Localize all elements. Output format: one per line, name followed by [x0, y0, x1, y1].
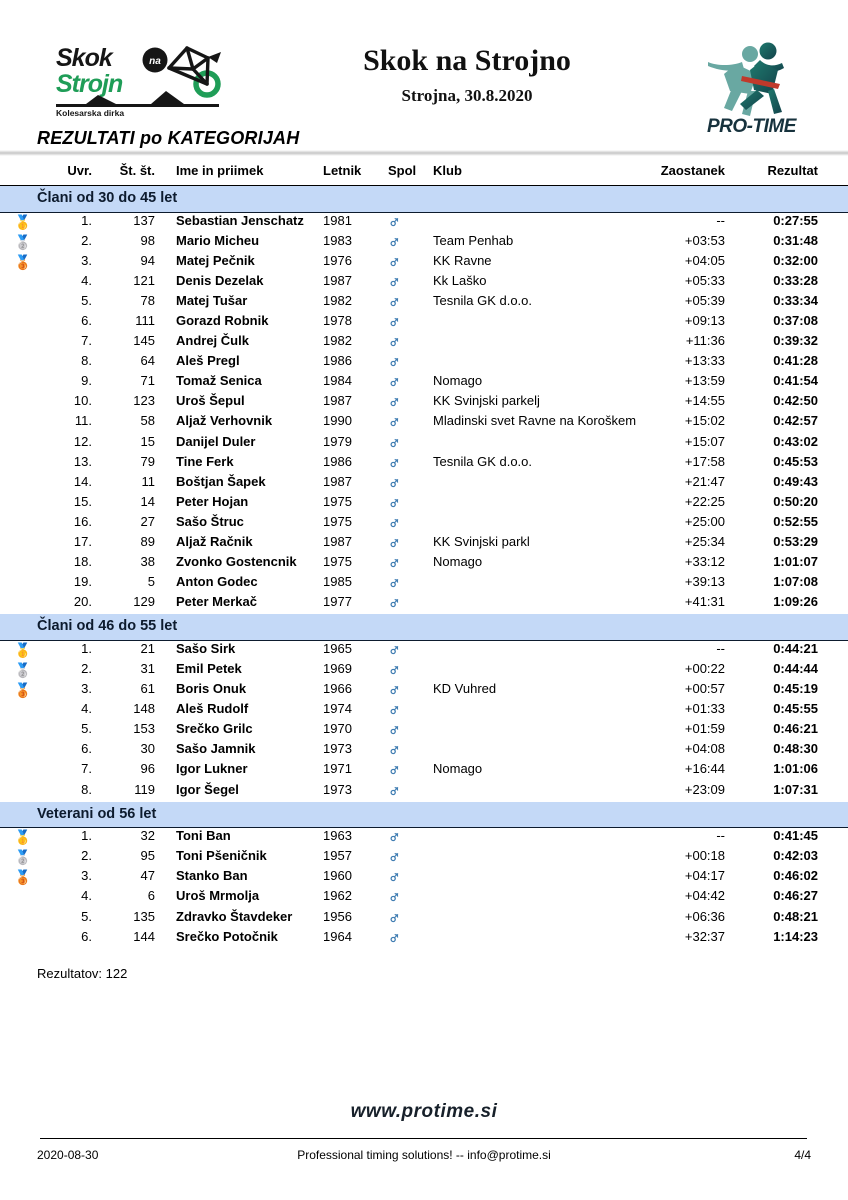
svg-text:PRO-TIME: PRO-TIME	[707, 116, 798, 136]
svg-text:Skok: Skok	[56, 44, 114, 72]
svg-text:Kolesarska dirka: Kolesarska dirka	[56, 108, 124, 118]
svg-text:www.protime.si: www.protime.si	[351, 1101, 498, 1122]
svg-text:na: na	[149, 56, 161, 67]
svg-text:Strojn: Strojn	[56, 70, 123, 98]
